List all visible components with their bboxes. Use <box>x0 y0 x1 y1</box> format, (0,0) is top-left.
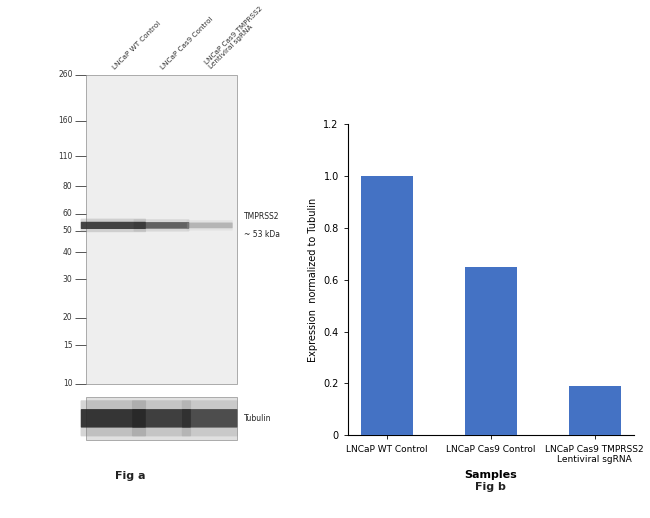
Text: 80: 80 <box>63 182 73 191</box>
Text: 20: 20 <box>63 313 73 322</box>
Bar <box>465 267 517 435</box>
Text: 40: 40 <box>63 248 73 256</box>
Text: ~ 53 kDa: ~ 53 kDa <box>244 230 280 239</box>
Bar <box>361 176 413 435</box>
FancyBboxPatch shape <box>81 400 146 436</box>
Y-axis label: Expression  normalized to Tubulin: Expression normalized to Tubulin <box>308 197 318 362</box>
Text: 50: 50 <box>63 226 73 235</box>
Text: LNCaP Cas9 TMPRSS2
Lentiviral sgRNA: LNCaP Cas9 TMPRSS2 Lentiviral sgRNA <box>203 5 268 70</box>
Text: Fig a: Fig a <box>116 470 146 481</box>
FancyBboxPatch shape <box>182 409 237 427</box>
FancyBboxPatch shape <box>132 409 191 427</box>
Text: Tubulin: Tubulin <box>244 414 272 423</box>
X-axis label: Samples: Samples <box>464 470 517 480</box>
FancyBboxPatch shape <box>81 219 146 232</box>
FancyBboxPatch shape <box>134 222 189 229</box>
FancyBboxPatch shape <box>187 223 233 228</box>
Text: 160: 160 <box>58 116 73 125</box>
FancyBboxPatch shape <box>187 220 233 231</box>
Text: LNCaP Cas9 Control: LNCaP Cas9 Control <box>160 16 215 70</box>
Text: 260: 260 <box>58 70 73 79</box>
Text: Fig b: Fig b <box>475 482 506 492</box>
FancyBboxPatch shape <box>133 219 190 232</box>
Bar <box>569 386 621 435</box>
Text: TMPRSS2: TMPRSS2 <box>244 212 280 221</box>
Text: 110: 110 <box>58 152 73 161</box>
Text: 10: 10 <box>63 379 73 388</box>
FancyBboxPatch shape <box>182 400 238 436</box>
Text: 30: 30 <box>63 275 73 284</box>
FancyBboxPatch shape <box>132 400 191 436</box>
FancyBboxPatch shape <box>81 409 146 427</box>
FancyBboxPatch shape <box>81 222 146 229</box>
Text: LNCaP WT Control: LNCaP WT Control <box>112 20 162 70</box>
Text: 60: 60 <box>63 209 73 218</box>
Text: 15: 15 <box>63 340 73 350</box>
